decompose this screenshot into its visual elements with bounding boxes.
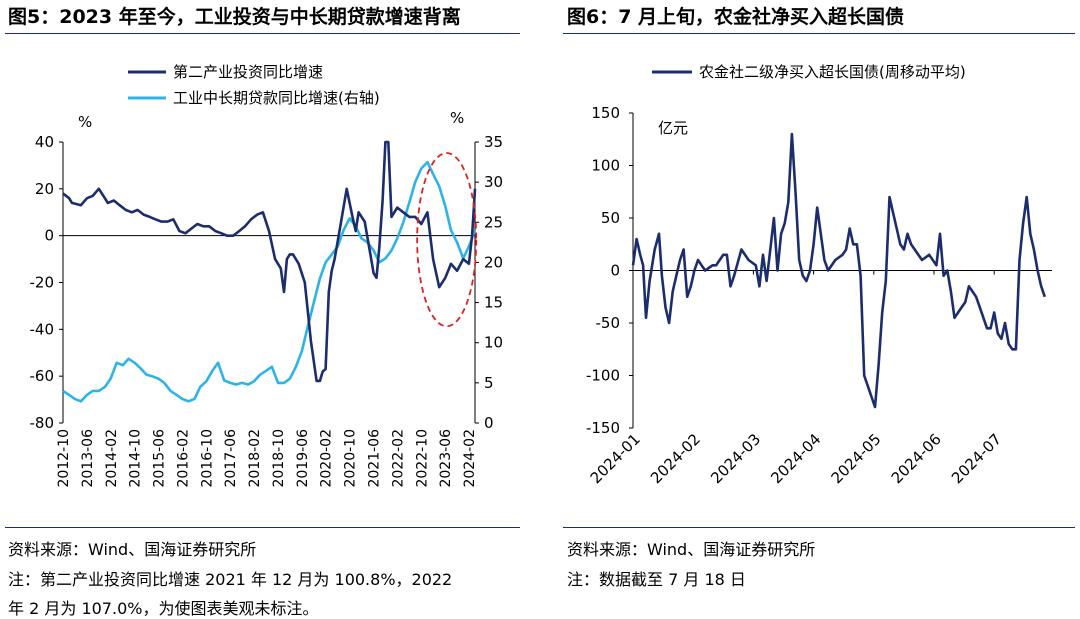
highlight-ellipse [416, 152, 478, 328]
x-tick-label: 2018-02 [247, 429, 263, 488]
series-secondary-industry-investment-line [62, 140, 477, 383]
figure-2-bottom-rule [563, 527, 1075, 528]
series-rural-net-buy-line [631, 132, 1047, 409]
figure-1-source: 资料来源：Wind、国海证券研究所 [8, 540, 257, 559]
industry-investment-loan-chart: 40 20 0 -20 -40 -60 -80 35 30 25 20 15 10 5 0% % 2012-10… [30, 63, 504, 488]
x-tick-label: 2024-06 [888, 430, 945, 487]
left-tick-label: -100 [586, 367, 620, 385]
figure-2-source: 资料来源：Wind、国海证券研究所 [567, 540, 816, 559]
right-tick-label: 30 [484, 173, 503, 191]
legend-label-loan: 工业中长期贷款同比增速(右轴) [173, 89, 380, 107]
left-unit-label: % [78, 113, 92, 131]
left-tick-label: -50 [596, 314, 621, 332]
left-tick-label: -80 [30, 414, 55, 432]
x-tick-label: 2012-10 [56, 429, 72, 488]
left-tick-label: -40 [30, 320, 55, 338]
right-tick-label: 15 [484, 294, 503, 312]
x-tick-label: 2016-10 [199, 429, 215, 488]
x-tick-label: 2024-01 [587, 430, 644, 487]
x-tick-label: 2024-03 [707, 430, 764, 487]
right-tick-label: 20 [484, 253, 503, 271]
x-tick-label: 2024-07 [948, 430, 1005, 487]
left-tick-label: 0 [610, 262, 620, 280]
x-tick-label: 2017-06 [223, 429, 239, 488]
left-tick-label: 150 [591, 104, 620, 122]
figure-2-top-rule [563, 33, 1075, 34]
figure-2-note: 注：数据截至 7 月 18 日 [567, 570, 746, 589]
right-tick-label: 10 [484, 334, 503, 352]
x-tick-label: 2020-02 [319, 429, 335, 488]
right-tick-label: 5 [484, 374, 494, 392]
x-tick-label: 2024-05 [828, 430, 885, 487]
x-tick-label: 2024-04 [767, 430, 824, 487]
left-tick-label: 0 [44, 227, 54, 245]
right-tick-label: 25 [484, 213, 503, 231]
x-tick-label: 2022-10 [414, 429, 430, 488]
figure-1-note-line2: 年 2 月为 107.0%，为使图表美观未标注。 [8, 599, 319, 618]
figure-1-title: 图5：2023 年至今，工业投资与中长期贷款增速背离 [8, 6, 461, 28]
left-tick-label: -150 [586, 419, 620, 437]
series-industry-long-term-loan-line [62, 160, 477, 403]
left-tick-label: 50 [601, 209, 620, 227]
unit-label: 亿元 [658, 119, 688, 137]
legend-label-investment: 第二产业投资同比增速 [173, 63, 323, 81]
figure-2-title: 图6：7 月上旬，农金社净买入超长国债 [567, 6, 905, 28]
x-tick-label: 2019-06 [295, 429, 311, 488]
right-tick-label: 0 [484, 414, 494, 432]
left-tick-label: 100 [591, 157, 620, 175]
left-tick-label: 20 [35, 180, 54, 198]
x-tick-label: 2024-02 [462, 429, 478, 488]
figure-1-top-rule [5, 33, 520, 34]
legend-label: 农金社二级净买入超长国债(周移动平均) [699, 63, 966, 81]
x-tick-label: 2020-10 [343, 429, 359, 488]
x-tick-label: 2013-06 [80, 429, 96, 488]
x-tick-label: 2023-06 [438, 429, 454, 488]
x-tick-label: 2021-06 [366, 429, 382, 488]
left-tick-label: 40 [35, 133, 54, 151]
left-tick-label: -20 [30, 274, 55, 292]
figure-1-note-line1: 注：第二产业投资同比增速 2021 年 12 月为 100.8%，2022 [8, 570, 453, 589]
right-unit-label: % [450, 109, 464, 127]
left-tick-label: -60 [30, 367, 55, 385]
x-tick-label: 2014-10 [128, 429, 144, 488]
x-tick-label: 2024-02 [647, 430, 704, 487]
right-tick-label: 35 [484, 133, 503, 151]
figure-1-bottom-rule [5, 527, 520, 528]
x-tick-label: 2022-02 [390, 429, 406, 488]
x-tick-label: 2016-02 [175, 429, 191, 488]
x-tick-label: 2014-02 [104, 429, 120, 488]
x-tick-label: 2015-06 [152, 429, 168, 488]
x-tick-label: 2018-10 [271, 429, 287, 488]
